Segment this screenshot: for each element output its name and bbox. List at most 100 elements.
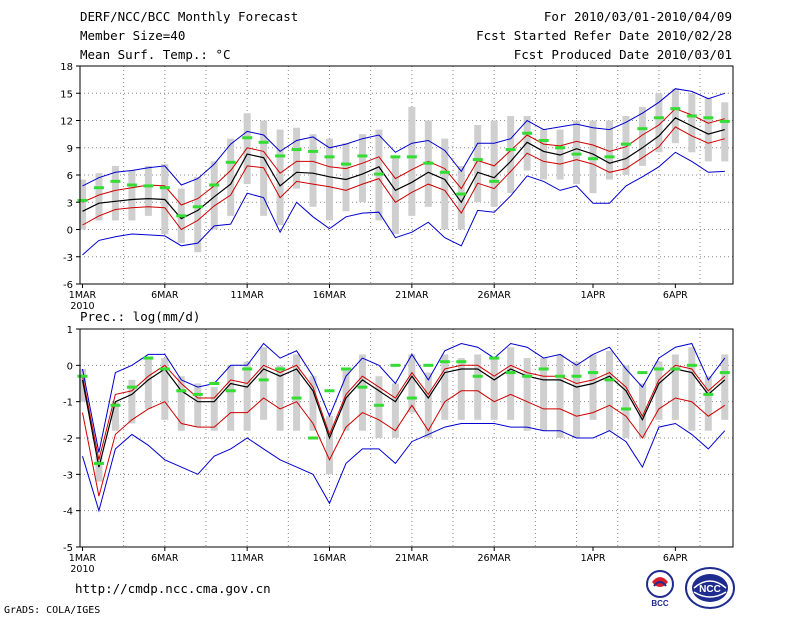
observed-marker — [604, 378, 615, 382]
spread-box — [507, 347, 515, 420]
observed-marker — [423, 161, 434, 165]
spread-box — [638, 106, 646, 166]
spread-box — [210, 387, 218, 431]
observed-marker — [93, 186, 104, 190]
spread-box — [523, 115, 531, 171]
ensemble-min-line — [82, 422, 726, 513]
observed-marker — [159, 367, 170, 371]
member-size-label: Member Size=40 — [80, 28, 186, 43]
plot-frame — [79, 65, 734, 285]
observed-marker — [258, 140, 269, 144]
spread-box — [342, 368, 350, 431]
observed-marker — [126, 385, 137, 389]
observed-marker — [620, 142, 631, 146]
y-tick-label: 3 — [67, 198, 73, 209]
observed-marker — [439, 170, 450, 174]
y-tick-label: -3 — [63, 253, 73, 264]
observed-marker — [110, 179, 121, 183]
observed-marker — [637, 371, 648, 375]
spread-box — [655, 361, 663, 420]
y-tick-label: 18 — [60, 62, 73, 73]
x-tick-label: 1MAR — [69, 553, 97, 564]
ensemble-min-line — [82, 151, 725, 256]
x-tick-label: 2010 — [70, 301, 94, 312]
spread-box — [655, 93, 663, 153]
ensemble-mean-line — [82, 117, 725, 220]
spread-box — [507, 115, 515, 194]
x-tick-label: 11MAR — [230, 553, 264, 564]
observed-marker — [242, 367, 253, 371]
observed-marker — [620, 407, 631, 411]
observed-marker — [406, 396, 417, 400]
observed-marker — [143, 184, 154, 188]
observed-marker — [522, 131, 533, 135]
spread-box — [177, 376, 185, 431]
y-tick-label: 15 — [60, 89, 73, 100]
spread-box — [556, 354, 564, 438]
observed-marker — [291, 396, 302, 400]
spread-box — [424, 372, 432, 438]
spread-box — [573, 361, 581, 438]
spread-box — [573, 120, 581, 185]
observed-marker — [225, 389, 236, 393]
x-tick-label: 1APR — [581, 553, 606, 564]
observed-marker — [703, 116, 714, 120]
observed-marker — [522, 374, 533, 378]
spread-box — [638, 383, 646, 438]
observed-marker — [653, 116, 664, 120]
bcc-logo: BCC — [646, 570, 674, 608]
forecast-period-label: For 2010/03/01-2010/04/09 — [543, 9, 732, 24]
spread-box — [276, 129, 284, 225]
spread-box — [194, 176, 202, 253]
observed-marker — [571, 152, 582, 156]
spread-box — [457, 165, 465, 230]
spread-box — [342, 143, 350, 212]
spread-box — [540, 358, 548, 431]
spread-box — [78, 179, 86, 230]
observed-marker — [93, 461, 104, 465]
spread-box — [441, 138, 449, 230]
spread-box — [605, 120, 613, 180]
spread-box — [243, 361, 251, 431]
spread-box — [457, 358, 465, 420]
observed-marker — [670, 367, 681, 371]
observed-marker — [373, 172, 384, 176]
observed-marker — [489, 356, 500, 360]
spread-box — [704, 97, 712, 162]
observed-marker — [176, 389, 187, 393]
observed-marker — [538, 367, 549, 371]
spread-box — [688, 347, 696, 431]
y-tick-label: 9 — [67, 144, 73, 155]
observed-marker — [653, 367, 664, 371]
y-tick-label: -2 — [63, 434, 73, 445]
y-tick-label: 0 — [67, 361, 73, 372]
observed-marker — [719, 371, 730, 375]
spread-box — [227, 138, 235, 216]
y-tick-label: 1 — [67, 325, 73, 336]
spread-box — [375, 376, 383, 438]
spread-box — [260, 347, 268, 420]
spread-box — [309, 376, 317, 431]
observed-marker — [110, 403, 121, 407]
ensemble-max-line — [82, 88, 725, 187]
observed-marker — [555, 374, 566, 378]
spread-box — [721, 102, 729, 162]
y-tick-label: 0 — [67, 226, 73, 237]
spread-box — [111, 165, 119, 221]
ensemble-mean-line — [81, 368, 726, 468]
observed-marker — [390, 155, 401, 159]
x-tick-label: 2010 — [70, 564, 94, 575]
y-tick-label: -3 — [63, 470, 73, 481]
spread-box — [309, 134, 317, 207]
observed-marker — [308, 436, 319, 440]
observed-marker — [308, 149, 319, 153]
observed-marker — [209, 382, 220, 385]
spread-box — [391, 383, 399, 438]
spread-box — [144, 358, 152, 409]
produced-date-label: Fcst Produced Date 2010/03/01 — [513, 47, 732, 62]
observed-marker — [242, 136, 253, 140]
observed-marker — [686, 114, 697, 118]
spread-box — [227, 365, 235, 431]
observed-marker — [340, 162, 351, 166]
